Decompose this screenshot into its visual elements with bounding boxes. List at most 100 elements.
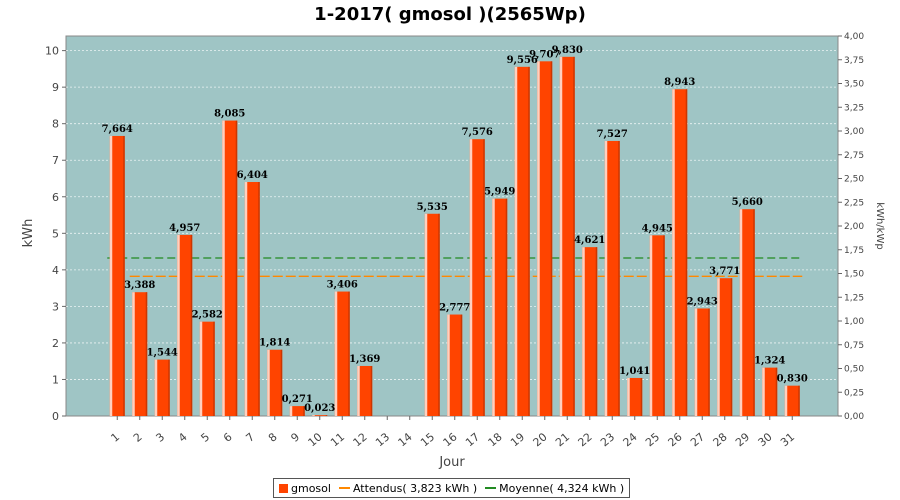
data-label: 7,527 (597, 129, 628, 140)
bar-shade (325, 415, 328, 416)
data-label: 0,023 (304, 403, 335, 414)
y-axis-right: 0,00 0,25 0,50 0,75 1,00 1,25 1,50 1,75 2,00 2,25… (838, 32, 864, 422)
bar (244, 182, 260, 416)
legend-item-moyenne: Moyenne( 4,324 kWh ) (485, 482, 624, 495)
bar (604, 140, 620, 416)
bar (627, 377, 643, 416)
bar (312, 415, 328, 416)
bar-highlight (492, 198, 495, 416)
bar-shade (775, 367, 778, 416)
bar-shade (528, 66, 530, 416)
bar-shade (280, 349, 283, 416)
x-tick-label: 27 (688, 430, 707, 449)
bar-highlight (717, 278, 720, 416)
bar-shade (123, 135, 125, 416)
bar-highlight (199, 321, 203, 416)
x-tick-label: 11 (328, 430, 347, 449)
y2-tick-label: 0,75 (844, 341, 864, 351)
bar-shade (550, 61, 553, 416)
data-label: 2,582 (192, 310, 223, 321)
bar-highlight (604, 140, 608, 416)
bar (177, 234, 193, 416)
bar-highlight (177, 234, 180, 416)
bar (109, 135, 125, 416)
x-tick-label: 21 (553, 430, 572, 449)
bar (739, 209, 755, 416)
bar-shade (483, 139, 485, 416)
x-tick-label: 14 (396, 430, 415, 449)
y2-tick-label: 3,25 (844, 103, 864, 113)
bar-shade (505, 198, 508, 416)
data-label: 1,324 (754, 356, 785, 367)
x-tick-label: 26 (666, 430, 685, 449)
x-tick-label: 7 (243, 430, 257, 444)
bar-highlight (312, 415, 315, 416)
y2-tick-label: 4,00 (844, 32, 864, 42)
x-tick-label: 4 (176, 430, 190, 444)
y2-tick-label: 2,00 (844, 222, 864, 232)
bar-shade (460, 314, 463, 416)
x-tick-label: 10 (306, 430, 325, 449)
y2-tick-label: 2,25 (844, 198, 864, 208)
bar (672, 89, 688, 416)
data-label: 4,945 (642, 223, 673, 234)
legend: gmosol Attendus( 3,823 kWh ) Moyenne( 4,… (273, 478, 631, 498)
bar-shade (168, 359, 170, 416)
bar-highlight (289, 406, 293, 416)
y2-tick-label: 3,75 (844, 56, 864, 66)
x-tick-label: 20 (531, 430, 550, 449)
data-label: 2,943 (687, 296, 718, 307)
bar (199, 321, 215, 416)
legend-item-attendus: Attendus( 3,823 kWh ) (338, 482, 477, 495)
y2-tick-label: 0,25 (844, 388, 864, 398)
x-tick-label: 31 (778, 430, 797, 449)
data-label: 8,943 (664, 77, 695, 88)
bar-highlight (357, 365, 360, 416)
y-tick-label: 6 (52, 191, 59, 204)
bar-highlight (244, 182, 248, 416)
data-label: 4,621 (574, 235, 605, 246)
y-tick-label: 2 (52, 337, 59, 350)
x-tick-label: 5 (198, 430, 212, 444)
bar-highlight (334, 291, 338, 416)
x-tick-label: 6 (221, 430, 235, 444)
y-tick-label: 5 (52, 227, 59, 240)
data-label: 0,830 (777, 374, 808, 385)
chart-title: 1-2017( gmosol )(2565Wp) (314, 4, 586, 25)
bar-highlight (694, 308, 698, 416)
y-tick-label: 4 (52, 264, 59, 277)
data-label: 1,369 (349, 354, 380, 365)
bar (424, 213, 440, 416)
bar-highlight (154, 359, 158, 416)
x-tick-label: 16 (441, 430, 460, 449)
bar-highlight (447, 314, 450, 416)
x-tick-label: 24 (621, 430, 640, 449)
bar (447, 314, 463, 416)
y-axis-left: 0 1 2 3 4 5 6 7 8 9 10 (45, 45, 66, 423)
data-label: 0,271 (282, 394, 313, 405)
bar (649, 235, 665, 416)
bar-highlight (784, 385, 788, 416)
legend-swatch-gmosol (279, 483, 288, 493)
bar-highlight (739, 209, 743, 416)
data-label: 3,406 (327, 280, 358, 291)
y2-tick-label: 2,75 (844, 151, 864, 161)
bar-shade (573, 56, 575, 416)
y-tick-label: 0 (52, 410, 59, 423)
bar-highlight (424, 213, 428, 416)
y2-tick-label: 3,00 (844, 127, 864, 137)
x-tick-label: 19 (508, 430, 527, 449)
data-label: 5,660 (732, 197, 763, 208)
bar-shade (708, 308, 710, 416)
y2-tick-label: 1,25 (844, 293, 864, 303)
bar-highlight (514, 66, 518, 416)
data-label: 6,404 (237, 170, 268, 181)
y2-tick-label: 1,75 (844, 246, 864, 256)
bar-highlight (649, 235, 653, 416)
bar (559, 56, 575, 416)
bar-shade (235, 120, 238, 416)
data-label: 4,957 (169, 223, 200, 234)
data-label: 1,544 (147, 348, 178, 359)
bar-highlight (469, 139, 473, 416)
y2-tick-label: 2,50 (844, 175, 864, 185)
